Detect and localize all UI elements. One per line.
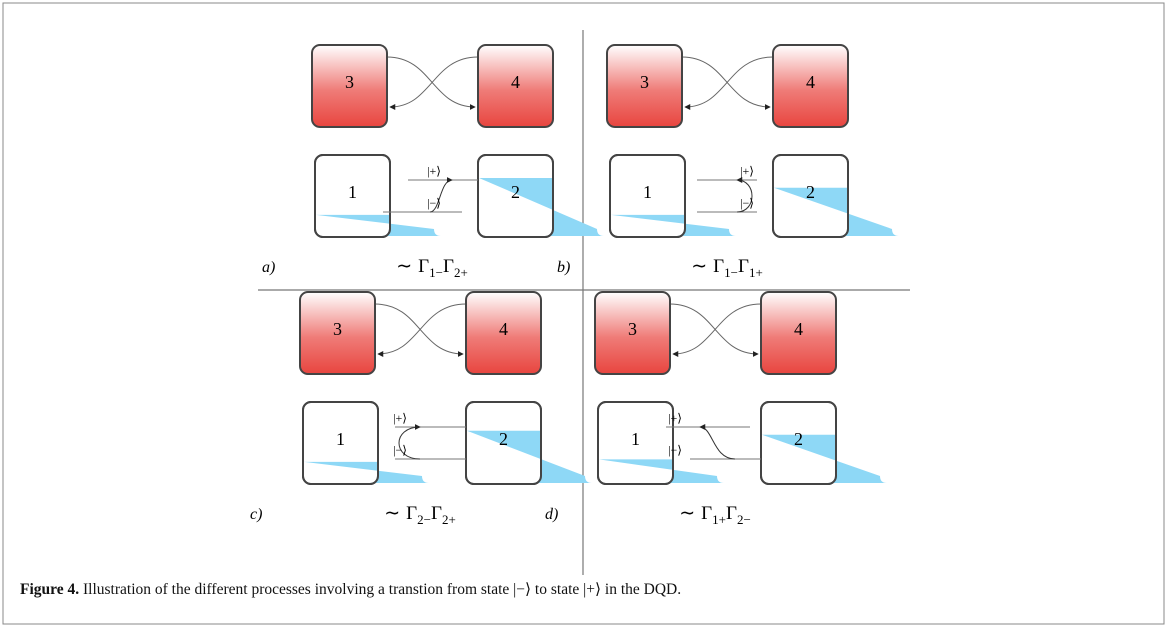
- rate-subscript: 1−: [724, 265, 738, 280]
- dot-label: 1: [643, 182, 652, 202]
- rate-symbol: Γ: [431, 503, 442, 524]
- rate-symbol: Γ: [443, 256, 454, 277]
- dot-label: 2: [511, 182, 520, 202]
- rate-symbol: Γ: [418, 256, 429, 277]
- rate-symbol: Γ: [726, 503, 737, 524]
- rate-subscript: 1−: [429, 265, 443, 280]
- level-label: |+⟩: [427, 164, 441, 178]
- coupling: [378, 304, 466, 354]
- coupling: [682, 57, 770, 107]
- panel-label: c): [250, 506, 262, 523]
- rate-prefix: ∼: [384, 503, 400, 524]
- dot-label: 4: [794, 319, 803, 339]
- rate-subscript: 2−: [417, 512, 431, 527]
- rate-symbol: Γ: [701, 503, 712, 524]
- dot-label: 4: [499, 319, 508, 339]
- caption-label: Figure 4.: [20, 581, 79, 598]
- level-label: |−⟩: [668, 443, 682, 457]
- rate-subscript: 2+: [442, 512, 456, 527]
- dot-label: 2: [794, 429, 803, 449]
- level-label: |−⟩: [427, 196, 441, 210]
- caption: Figure 4. Illustration of the different …: [20, 580, 681, 599]
- rate: ∼Γ1+Γ2−: [679, 503, 751, 527]
- dot-label: 1: [348, 182, 357, 202]
- level-label: |−⟩: [393, 443, 407, 457]
- coupling: [685, 57, 773, 107]
- level-label: |+⟩: [393, 411, 407, 425]
- panel-label: d): [545, 506, 558, 523]
- page: 3412|+⟩|−⟩a)∼Γ1−Γ2+3412|+⟩|−⟩b)∼Γ1−Γ1+34…: [0, 0, 1168, 628]
- level-label: |−⟩: [740, 196, 754, 210]
- dot-label: 4: [511, 72, 520, 92]
- dot-label: 2: [806, 182, 815, 202]
- dot-label: 3: [640, 72, 649, 92]
- dot-label: 1: [631, 429, 640, 449]
- rate-subscript: 2−: [737, 512, 751, 527]
- rate: ∼Γ1−Γ2+: [396, 256, 468, 280]
- panel-label: a): [262, 259, 275, 276]
- coupling: [387, 57, 475, 107]
- panel-label: b): [557, 259, 570, 276]
- rate-subscript: 2+: [454, 265, 468, 280]
- figure: 3412|+⟩|−⟩a)∼Γ1−Γ2+3412|+⟩|−⟩b)∼Γ1−Γ1+34…: [0, 0, 1168, 628]
- rate-symbol: Γ: [406, 503, 417, 524]
- level-label: |+⟩: [668, 411, 682, 425]
- dot-label: 4: [806, 72, 815, 92]
- dot-label: 3: [333, 319, 342, 339]
- rate: ∼Γ2−Γ2+: [384, 503, 456, 527]
- rate-symbol: Γ: [713, 256, 724, 277]
- rate-prefix: ∼: [679, 503, 695, 524]
- rate-symbol: Γ: [738, 256, 749, 277]
- transition: [700, 427, 735, 459]
- rate: ∼Γ1−Γ1+: [691, 256, 763, 280]
- level-label: |+⟩: [740, 164, 754, 178]
- dot-label: 1: [336, 429, 345, 449]
- dot-label: 3: [345, 72, 354, 92]
- rate-prefix: ∼: [396, 256, 412, 277]
- coupling: [670, 304, 758, 354]
- rate-subscript: 1+: [749, 265, 763, 280]
- coupling: [390, 57, 478, 107]
- rate-subscript: 1+: [712, 512, 726, 527]
- dot-label: 3: [628, 319, 637, 339]
- coupling: [375, 304, 463, 354]
- caption-text: Illustration of the different processes …: [79, 581, 681, 598]
- dot-label: 2: [499, 429, 508, 449]
- rate-prefix: ∼: [691, 256, 707, 277]
- coupling: [673, 304, 761, 354]
